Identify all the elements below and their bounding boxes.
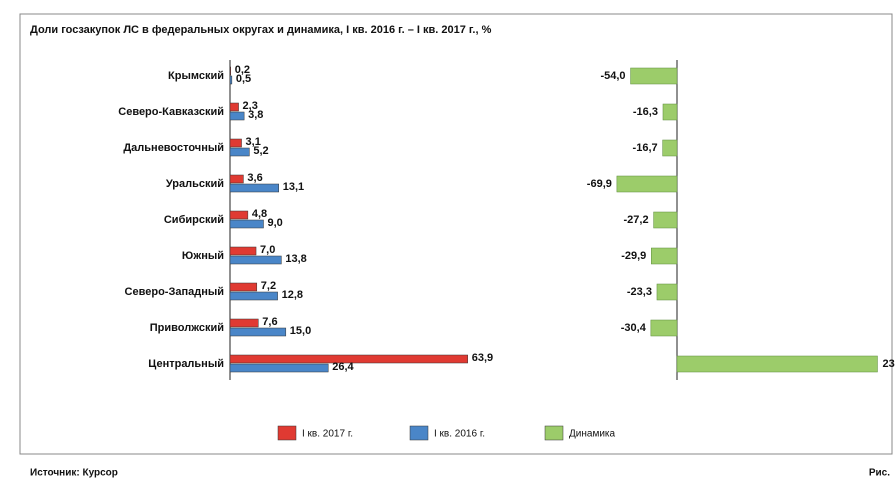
bar xyxy=(662,103,678,121)
value-label: 15,0 xyxy=(290,325,311,337)
bar xyxy=(653,211,678,229)
value-label: 0,2 xyxy=(235,64,250,76)
bar xyxy=(229,318,259,328)
legend-label: I кв. 2017 г. xyxy=(302,429,353,440)
value-label: 9,0 xyxy=(267,217,282,229)
category-label: Уральский xyxy=(166,178,224,190)
category-label: Северо-Кавказский xyxy=(118,106,224,118)
category-label: Южный xyxy=(182,250,224,262)
figure-label: Рис. xyxy=(869,468,890,479)
value-label: -54,0 xyxy=(600,70,625,82)
value-label: 5,2 xyxy=(253,145,268,157)
bar xyxy=(662,139,678,157)
bar xyxy=(651,247,678,265)
bar xyxy=(650,319,678,337)
value-label: -29,9 xyxy=(621,250,646,262)
value-label: 63,9 xyxy=(472,352,493,364)
bar xyxy=(229,354,468,364)
chart-title: Доли госзакупок ЛС в федеральных округах… xyxy=(30,24,492,36)
value-label: -27,2 xyxy=(624,214,649,226)
bar xyxy=(229,66,231,76)
frame xyxy=(19,13,893,455)
bar xyxy=(229,255,282,265)
legend-swatch xyxy=(409,425,429,441)
bar xyxy=(229,291,278,301)
value-label: 7,6 xyxy=(262,316,277,328)
bar xyxy=(229,363,329,373)
bar xyxy=(229,75,233,85)
bar xyxy=(229,282,258,292)
category-label: Крымский xyxy=(168,70,224,82)
value-label: 3,6 xyxy=(247,172,262,184)
value-label: -16,3 xyxy=(633,106,658,118)
category-label: Сибирский xyxy=(164,214,224,226)
legend-swatch xyxy=(544,425,564,441)
value-label: 13,1 xyxy=(283,181,304,193)
value-label: -16,7 xyxy=(633,142,658,154)
legend-label: I кв. 2016 г. xyxy=(434,429,485,440)
source: Источник: Курсор xyxy=(30,468,118,479)
bar xyxy=(229,246,257,256)
bar xyxy=(229,210,249,220)
bar xyxy=(229,138,242,148)
value-label: 3,1 xyxy=(246,136,261,148)
bar xyxy=(656,283,678,301)
value-label: 13,8 xyxy=(285,253,306,265)
bar xyxy=(630,67,678,85)
bar xyxy=(616,175,678,193)
value-label: 4,8 xyxy=(252,208,267,220)
category-label: Приволжский xyxy=(150,322,224,334)
bar xyxy=(229,111,245,121)
value-label: -23,3 xyxy=(627,286,652,298)
value-label: 7,0 xyxy=(260,244,275,256)
legend-swatch xyxy=(277,425,297,441)
bar xyxy=(229,174,244,184)
category-label: Центральный xyxy=(148,358,224,370)
value-label: 26,4 xyxy=(332,361,354,373)
value-label: 233,1 xyxy=(882,358,895,370)
category-label: Дальневосточный xyxy=(123,142,224,154)
value-label: 7,2 xyxy=(261,280,276,292)
bar xyxy=(229,102,239,112)
value-label: 0,5 xyxy=(236,73,251,85)
legend-label: Динамика xyxy=(569,429,615,440)
bar xyxy=(229,219,264,229)
value-label: -30,4 xyxy=(621,322,647,334)
bar xyxy=(229,327,287,337)
category-label: Северо-Западный xyxy=(125,286,224,298)
bar xyxy=(229,183,279,193)
value-label: 12,8 xyxy=(282,289,303,301)
bar xyxy=(676,355,878,373)
value-label: 3,8 xyxy=(248,109,263,121)
value-label: 2,3 xyxy=(243,100,258,112)
bar xyxy=(229,147,250,157)
value-label: -69,9 xyxy=(587,178,612,190)
